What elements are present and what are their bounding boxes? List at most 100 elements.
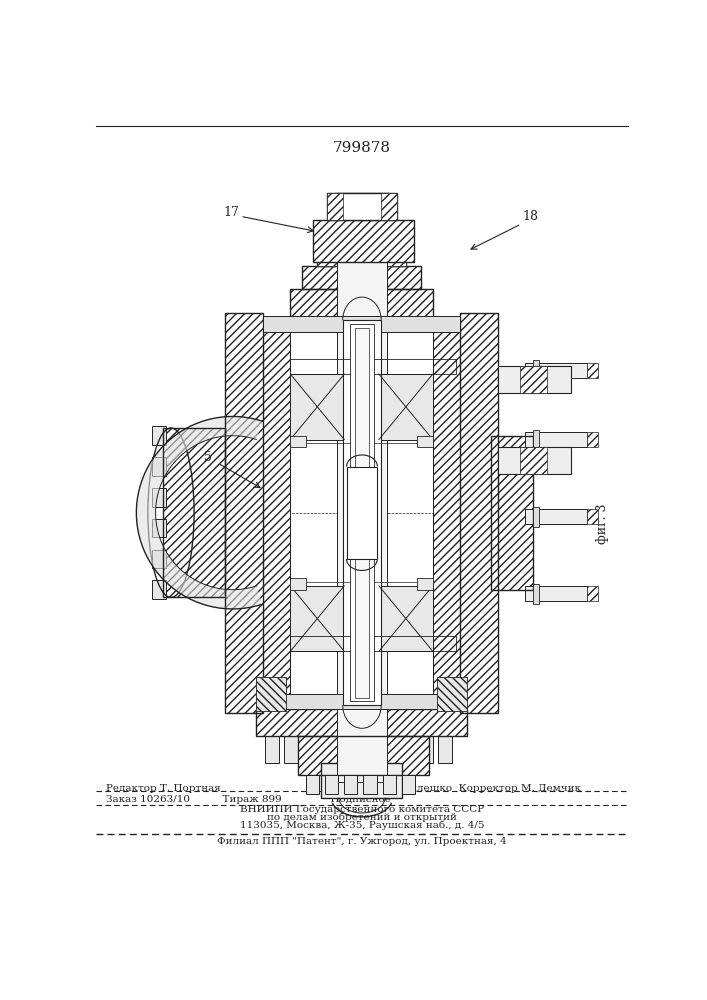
- Bar: [344, 774, 357, 794]
- Polygon shape: [142, 472, 163, 487]
- Polygon shape: [207, 418, 220, 438]
- Bar: [498, 366, 571, 393]
- Bar: [256, 677, 286, 711]
- Polygon shape: [182, 426, 199, 447]
- Polygon shape: [249, 419, 262, 439]
- Bar: [351, 324, 373, 701]
- Bar: [321, 763, 402, 798]
- Text: Редактор Т. Портная: Редактор Т. Портная: [105, 784, 221, 793]
- Bar: [305, 774, 319, 794]
- Bar: [437, 677, 467, 711]
- Bar: [298, 736, 429, 774]
- Bar: [163, 428, 225, 597]
- Bar: [525, 363, 587, 378]
- Bar: [438, 736, 452, 763]
- Bar: [342, 736, 356, 763]
- Bar: [520, 447, 547, 474]
- Bar: [256, 677, 286, 711]
- Polygon shape: [137, 524, 158, 536]
- Polygon shape: [199, 585, 212, 606]
- Bar: [291, 359, 456, 374]
- Polygon shape: [182, 578, 199, 599]
- Bar: [152, 426, 165, 445]
- Bar: [399, 736, 414, 763]
- Text: Филиал ППП "Патент", г. Ужгород, ул. Проектная, 4: Филиал ППП "Патент", г. Ужгород, ул. Про…: [217, 837, 507, 846]
- Bar: [291, 289, 433, 320]
- Bar: [491, 436, 533, 590]
- Bar: [264, 328, 291, 698]
- Bar: [152, 550, 165, 568]
- Bar: [525, 586, 587, 601]
- Text: по делам изобретений и открытий: по делам изобретений и открытий: [267, 813, 457, 822]
- Polygon shape: [155, 449, 175, 467]
- Bar: [587, 586, 598, 601]
- Polygon shape: [226, 589, 235, 609]
- Polygon shape: [235, 416, 244, 436]
- Bar: [335, 193, 388, 232]
- Polygon shape: [167, 569, 186, 589]
- Bar: [313, 220, 414, 262]
- Polygon shape: [167, 436, 186, 456]
- Bar: [256, 709, 467, 736]
- Bar: [291, 636, 456, 651]
- Bar: [225, 312, 264, 713]
- Polygon shape: [155, 558, 175, 577]
- Bar: [152, 519, 165, 537]
- Bar: [284, 736, 298, 763]
- Bar: [291, 374, 344, 440]
- Polygon shape: [190, 582, 205, 603]
- Bar: [343, 320, 381, 705]
- Bar: [417, 578, 433, 590]
- Bar: [379, 586, 433, 651]
- Polygon shape: [146, 464, 166, 480]
- Bar: [327, 193, 397, 220]
- Bar: [302, 266, 421, 289]
- Bar: [291, 578, 305, 590]
- Bar: [322, 736, 337, 763]
- Polygon shape: [199, 420, 212, 441]
- Bar: [525, 432, 587, 447]
- Polygon shape: [160, 564, 180, 583]
- Text: 113035, Москва, Ж-35, Раушская наб., д. 4/5: 113035, Москва, Ж-35, Раушская наб., д. …: [240, 821, 484, 830]
- Bar: [291, 586, 344, 651]
- Bar: [317, 232, 406, 266]
- Bar: [337, 243, 387, 782]
- Polygon shape: [137, 490, 158, 502]
- Bar: [379, 374, 433, 440]
- Bar: [460, 312, 498, 713]
- Bar: [355, 328, 369, 698]
- Polygon shape: [216, 417, 227, 437]
- Bar: [152, 457, 165, 476]
- Text: Составитель: Составитель: [329, 778, 397, 787]
- Polygon shape: [216, 589, 227, 609]
- Bar: [256, 709, 467, 736]
- Text: ВНИИПИ Государственного комитета СССР: ВНИИПИ Государственного комитета СССР: [240, 805, 484, 814]
- Bar: [381, 193, 397, 220]
- Polygon shape: [139, 481, 160, 494]
- Bar: [417, 436, 433, 447]
- Polygon shape: [139, 531, 160, 545]
- Bar: [225, 312, 264, 713]
- Text: Техред Е. Гаврилешко  Корректор М. Демчик: Техред Е. Гаврилешко Корректор М. Демчик: [329, 784, 581, 793]
- Bar: [498, 447, 571, 474]
- Bar: [533, 507, 539, 527]
- Bar: [533, 360, 539, 380]
- Bar: [433, 328, 460, 698]
- Bar: [302, 266, 421, 289]
- Bar: [264, 328, 291, 698]
- Bar: [373, 193, 388, 232]
- Polygon shape: [150, 456, 170, 474]
- Polygon shape: [136, 499, 156, 509]
- Bar: [520, 366, 547, 393]
- Bar: [587, 509, 598, 524]
- Bar: [361, 736, 375, 763]
- Bar: [587, 363, 598, 378]
- Bar: [325, 774, 338, 794]
- Bar: [264, 316, 460, 332]
- Polygon shape: [207, 587, 220, 608]
- Polygon shape: [174, 431, 192, 452]
- Bar: [525, 509, 587, 524]
- Bar: [382, 774, 396, 794]
- Bar: [437, 677, 467, 711]
- Bar: [298, 736, 429, 774]
